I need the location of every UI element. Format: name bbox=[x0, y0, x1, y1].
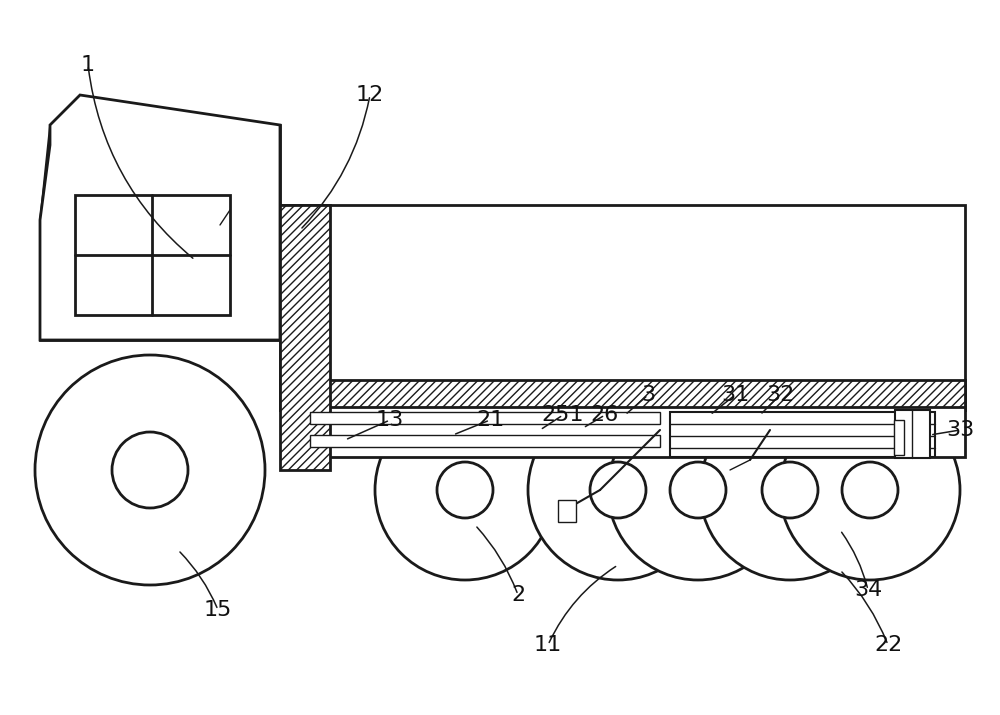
Circle shape bbox=[112, 432, 188, 508]
Text: 15: 15 bbox=[204, 600, 232, 620]
Polygon shape bbox=[40, 125, 280, 340]
Circle shape bbox=[590, 462, 646, 518]
Circle shape bbox=[35, 355, 265, 585]
Bar bbox=[310, 412, 660, 424]
Text: 1: 1 bbox=[81, 55, 95, 75]
Bar bbox=[670, 412, 935, 457]
Text: 34: 34 bbox=[854, 580, 882, 600]
Bar bbox=[280, 205, 965, 410]
Text: 12: 12 bbox=[356, 85, 384, 105]
Text: 251: 251 bbox=[542, 405, 584, 425]
Circle shape bbox=[700, 400, 880, 580]
Circle shape bbox=[762, 462, 818, 518]
Bar bbox=[558, 500, 576, 522]
Circle shape bbox=[670, 462, 726, 518]
Text: 33: 33 bbox=[946, 420, 974, 440]
Circle shape bbox=[780, 400, 960, 580]
Circle shape bbox=[608, 400, 788, 580]
Circle shape bbox=[528, 400, 708, 580]
Text: 3: 3 bbox=[641, 385, 655, 405]
Bar bbox=[895, 410, 930, 458]
Polygon shape bbox=[40, 95, 280, 340]
Bar bbox=[310, 435, 660, 447]
Text: 26: 26 bbox=[591, 405, 619, 425]
Text: 21: 21 bbox=[476, 410, 504, 430]
Text: 11: 11 bbox=[534, 635, 562, 655]
Text: 32: 32 bbox=[766, 385, 794, 405]
Bar bbox=[280, 380, 965, 410]
Bar bbox=[894, 420, 904, 455]
Bar bbox=[285, 407, 965, 457]
Text: 31: 31 bbox=[721, 385, 749, 405]
Bar bbox=[280, 205, 330, 470]
Circle shape bbox=[437, 462, 493, 518]
Text: 22: 22 bbox=[874, 635, 902, 655]
Circle shape bbox=[375, 400, 555, 580]
Bar bbox=[75, 195, 230, 315]
Circle shape bbox=[842, 462, 898, 518]
Text: 2: 2 bbox=[511, 585, 525, 605]
Text: 13: 13 bbox=[376, 410, 404, 430]
